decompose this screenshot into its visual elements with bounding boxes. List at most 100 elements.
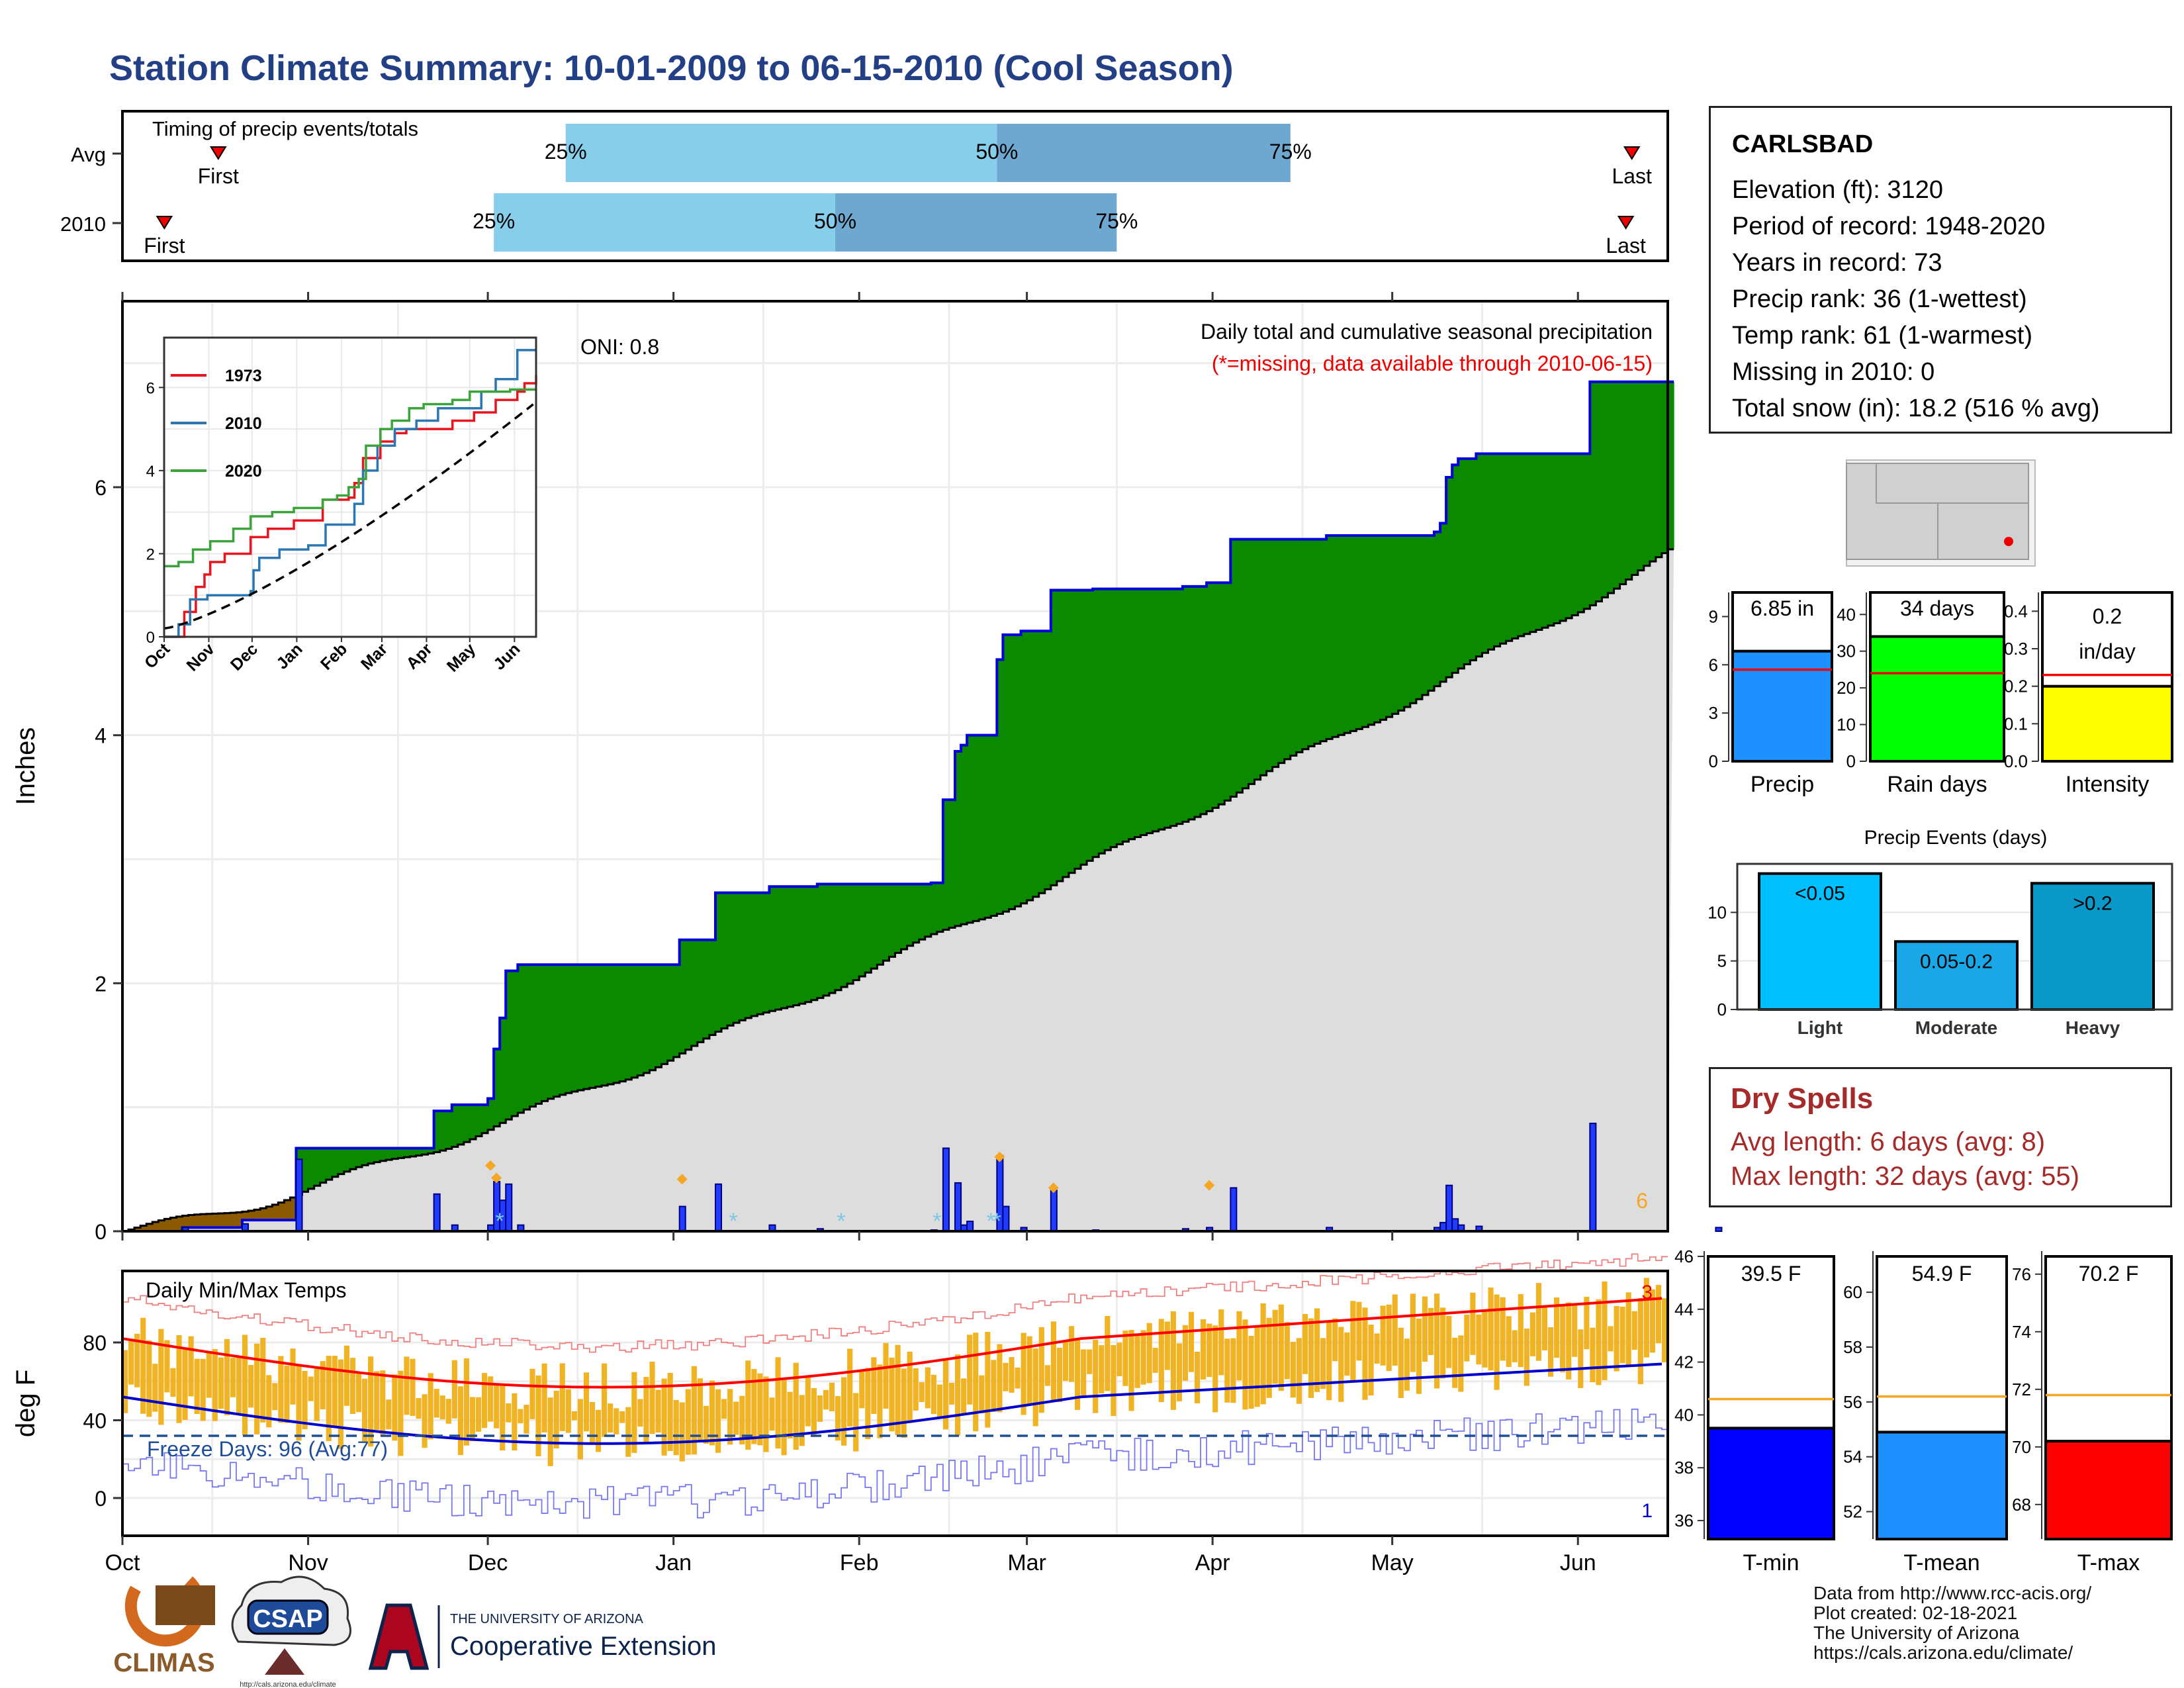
temp-bar <box>170 1368 176 1397</box>
surplus-fill <box>482 1104 488 1133</box>
timing-label-25: 25% <box>545 140 587 164</box>
temp-bar <box>1201 1319 1206 1380</box>
surplus-fill <box>1529 453 1537 632</box>
surplus-fill <box>631 964 638 1078</box>
tsum-ytick-label: 44 <box>1674 1299 1694 1319</box>
summary-ytick-label: 30 <box>1837 641 1856 661</box>
surplus-fill <box>649 964 657 1070</box>
ua-big-text: Cooperative Extension <box>450 1632 716 1661</box>
inset-series-line <box>164 349 536 638</box>
temp-bar <box>805 1376 811 1427</box>
surplus-fill <box>571 964 578 1092</box>
temp-bar <box>1003 1362 1009 1391</box>
temp-bar <box>1500 1297 1506 1361</box>
temp-bar <box>901 1368 907 1438</box>
temp-bar <box>152 1364 158 1412</box>
event-category-label: Light <box>1797 1017 1843 1038</box>
surplus-fill <box>942 800 950 930</box>
deficit-fill <box>272 1204 279 1221</box>
temp-bar <box>1170 1311 1176 1410</box>
temp-bar <box>439 1395 445 1420</box>
deficit-fill <box>182 1215 189 1228</box>
surplus-fill <box>433 1111 441 1152</box>
deficit-fill <box>200 1214 207 1228</box>
avg-cumulative-area <box>122 549 1674 1231</box>
temp-bar <box>643 1377 649 1444</box>
temp-bar <box>488 1376 494 1422</box>
surplus-fill <box>451 1104 459 1147</box>
timing-label-75: 75% <box>1095 209 1138 233</box>
temp-bar <box>1087 1349 1093 1374</box>
timing-label-50: 50% <box>976 140 1018 164</box>
surplus-fill <box>1188 586 1195 820</box>
precip-events-panel: Precip Events (days) 0 5 10 <0.05 Light 0.05-0… <box>1707 827 2173 1038</box>
surplus-fill <box>973 735 979 921</box>
surplus-fill <box>1410 536 1417 704</box>
surplus-fill <box>1458 458 1465 669</box>
temp-bar <box>433 1389 439 1418</box>
info-line: Total snow (in): 18.2 (516 % avg) <box>1732 395 2100 422</box>
temp-bar <box>1614 1305 1619 1372</box>
surplus-fill <box>865 884 872 973</box>
y-tick-label: 40 <box>83 1409 107 1433</box>
temp-bar <box>1176 1343 1183 1401</box>
daily-precip-bar <box>1230 1187 1238 1233</box>
surplus-fill <box>1541 453 1549 628</box>
surplus-fill <box>823 884 830 996</box>
deficit-fill <box>242 1211 249 1221</box>
surplus-fill <box>817 884 824 998</box>
deficit-fill <box>158 1220 165 1231</box>
temp-bar <box>1506 1316 1512 1367</box>
temp-bar <box>1572 1305 1578 1357</box>
temp-bar <box>122 1350 128 1413</box>
temp-bar <box>985 1331 991 1428</box>
info-line: Precip rank: 36 (1-wettest) <box>1732 285 2027 313</box>
surplus-fill <box>769 886 776 1011</box>
temp-bar <box>1111 1345 1116 1417</box>
temp-bar <box>1032 1348 1038 1427</box>
ua-small-text: THE UNIVERSITY OF ARIZONA <box>450 1612 644 1626</box>
surplus-fill <box>362 1148 369 1166</box>
surplus-fill <box>547 964 555 1099</box>
surplus-fill <box>422 1148 429 1155</box>
temp-bar <box>1386 1304 1392 1372</box>
cumulative-2010-line <box>122 380 1674 1233</box>
surplus-fill <box>416 1148 423 1156</box>
surplus-fill <box>1668 381 1674 549</box>
surplus-fill <box>1476 453 1483 657</box>
deficit-fill <box>176 1216 183 1231</box>
temp-bar <box>1056 1348 1063 1402</box>
temp-bar <box>907 1351 913 1423</box>
deficit-fill <box>212 1213 219 1228</box>
surplus-fill <box>811 886 818 1000</box>
temp-bar <box>673 1399 679 1456</box>
temp-bar <box>745 1360 751 1450</box>
surplus-fill <box>1009 634 1016 910</box>
temp-bar <box>1075 1338 1081 1410</box>
missing-marker: * <box>837 1209 845 1234</box>
surplus-fill <box>404 1148 411 1158</box>
temp-bar <box>475 1397 482 1432</box>
surplus-fill <box>997 659 1004 914</box>
month-label: May <box>1371 1550 1414 1575</box>
temp-bar <box>1410 1293 1416 1372</box>
surplus-fill <box>1655 381 1662 557</box>
precip-note: Daily total and cumulative seasonal prec… <box>1201 320 1653 344</box>
event-bar-label: <0.05 <box>1795 883 1845 905</box>
surplus-fill <box>1201 586 1207 814</box>
surplus-fill <box>1236 539 1244 793</box>
surplus-fill <box>559 964 567 1095</box>
surplus-fill <box>1212 583 1219 808</box>
temp-bar <box>919 1382 925 1403</box>
tsum-ytick-label: 74 <box>2012 1322 2031 1342</box>
surplus-fill <box>781 886 788 1009</box>
surplus-fill <box>308 1148 315 1189</box>
surplus-fill <box>343 1148 351 1172</box>
tsum-box <box>1876 1255 2008 1434</box>
temp-bar <box>577 1399 583 1460</box>
surplus-fill <box>1488 453 1495 650</box>
missing-marker: * <box>933 1209 941 1234</box>
surplus-fill <box>608 964 614 1084</box>
surplus-fill <box>739 892 746 1021</box>
temp-bar <box>1392 1294 1398 1366</box>
